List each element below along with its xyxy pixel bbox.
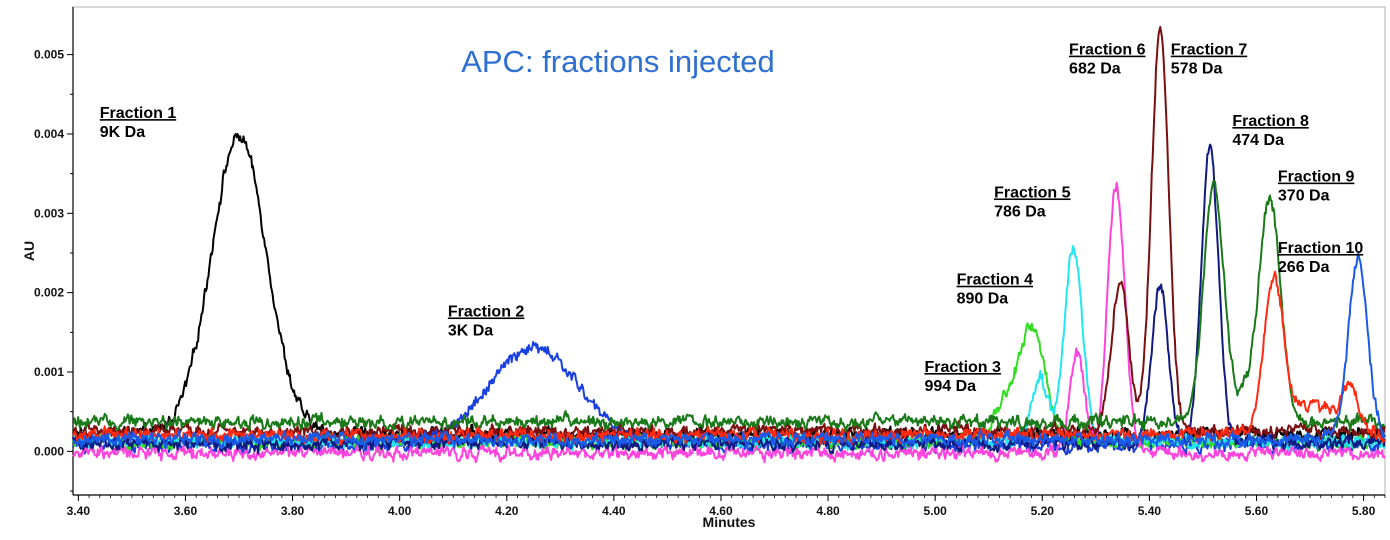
fraction-mass-label: 370 Da bbox=[1278, 188, 1330, 205]
plot-frame bbox=[72, 6, 1386, 496]
x-tick-label: 3.80 bbox=[281, 504, 305, 518]
x-tick-label: 4.60 bbox=[709, 504, 733, 518]
fraction-annotation: Fraction 1 9K Da bbox=[100, 105, 177, 141]
fraction-name-label: Fraction 7 bbox=[1171, 42, 1248, 59]
x-tick-label: 4.00 bbox=[388, 504, 412, 518]
y-tick-label: 0.002 bbox=[34, 286, 64, 300]
fraction-annotation: Fraction 9 370 Da bbox=[1278, 169, 1355, 205]
plot-area bbox=[72, 6, 1386, 496]
fraction-mass-label: 3K Da bbox=[448, 322, 493, 339]
fraction-mass-label: 578 Da bbox=[1171, 61, 1223, 78]
fraction-name-label: Fraction 2 bbox=[448, 303, 525, 320]
y-axis-title: AU bbox=[21, 241, 37, 261]
fraction-annotation: Fraction 10 266 Da bbox=[1278, 240, 1363, 276]
fraction-mass-label: 9K Da bbox=[100, 124, 145, 141]
fraction-name-label: Fraction 8 bbox=[1232, 113, 1309, 130]
x-tick-label: 4.40 bbox=[602, 504, 626, 518]
y-axis-ticks: 0.000 0.001 0.002 0.003 0.004 0.005 bbox=[34, 48, 73, 492]
x-tick-label: 5.40 bbox=[1138, 504, 1162, 518]
x-tick-label: 5.60 bbox=[1245, 504, 1269, 518]
fraction-name-label: Fraction 3 bbox=[924, 359, 1001, 376]
x-tick-label: 5.00 bbox=[923, 504, 947, 518]
series-line bbox=[72, 143, 1386, 455]
fraction-name-label: Fraction 1 bbox=[100, 105, 177, 122]
fraction-mass-label: 890 Da bbox=[957, 291, 1009, 308]
x-axis-ticks: 3.40 3.60 3.80 4.00 4.20 4.40 4.60 4.80 5.00 5.20… bbox=[67, 495, 1386, 518]
fraction-mass-label: 474 Da bbox=[1232, 132, 1284, 149]
fraction-mass-label: 786 Da bbox=[994, 203, 1046, 220]
chart-title: APC: fractions injected bbox=[461, 44, 775, 79]
x-tick-label: 3.40 bbox=[67, 504, 91, 518]
y-tick-label: 0.003 bbox=[34, 206, 64, 220]
fraction-annotation: Fraction 4 890 Da bbox=[957, 272, 1034, 308]
y-tick-label: 0.005 bbox=[34, 48, 64, 62]
y-tick-label: 0.000 bbox=[34, 444, 64, 458]
fraction-name-label: Fraction 6 bbox=[1069, 42, 1146, 59]
y-tick-label: 0.001 bbox=[34, 365, 64, 379]
fraction-name-label: Fraction 9 bbox=[1278, 169, 1355, 186]
series-line bbox=[72, 270, 1386, 446]
x-tick-label: 3.60 bbox=[174, 504, 198, 518]
x-axis-title: Minutes bbox=[703, 514, 756, 530]
series-line bbox=[72, 180, 1386, 433]
fraction-mass-label: 682 Da bbox=[1069, 61, 1121, 78]
fraction-annotation: Fraction 3 994 Da bbox=[924, 359, 1001, 395]
fraction-annotation: Fraction 6 682 Da bbox=[1069, 42, 1146, 78]
fraction-annotations: Fraction 1 9K Da Fraction 2 3K Da Fraction 3… bbox=[100, 42, 1364, 395]
x-tick-label: 5.20 bbox=[1031, 504, 1055, 518]
x-tick-label: 4.80 bbox=[816, 504, 840, 518]
y-tick-label: 0.004 bbox=[34, 127, 64, 141]
series-line bbox=[72, 252, 1386, 451]
x-tick-label: 4.20 bbox=[495, 504, 519, 518]
series-lines bbox=[72, 25, 1386, 464]
fraction-name-label: Fraction 10 bbox=[1278, 240, 1363, 257]
fraction-annotation: Fraction 8 474 Da bbox=[1232, 113, 1309, 149]
fraction-mass-label: 266 Da bbox=[1278, 259, 1330, 276]
fraction-name-label: Fraction 4 bbox=[957, 272, 1034, 289]
fraction-annotation: Fraction 2 3K Da bbox=[448, 303, 525, 339]
fraction-annotation: Fraction 5 786 Da bbox=[994, 184, 1071, 220]
fraction-mass-label: 994 Da bbox=[924, 378, 976, 395]
fraction-name-label: Fraction 5 bbox=[994, 184, 1071, 201]
x-tick-label: 5.80 bbox=[1352, 504, 1376, 518]
fraction-annotation: Fraction 7 578 Da bbox=[1171, 42, 1248, 78]
